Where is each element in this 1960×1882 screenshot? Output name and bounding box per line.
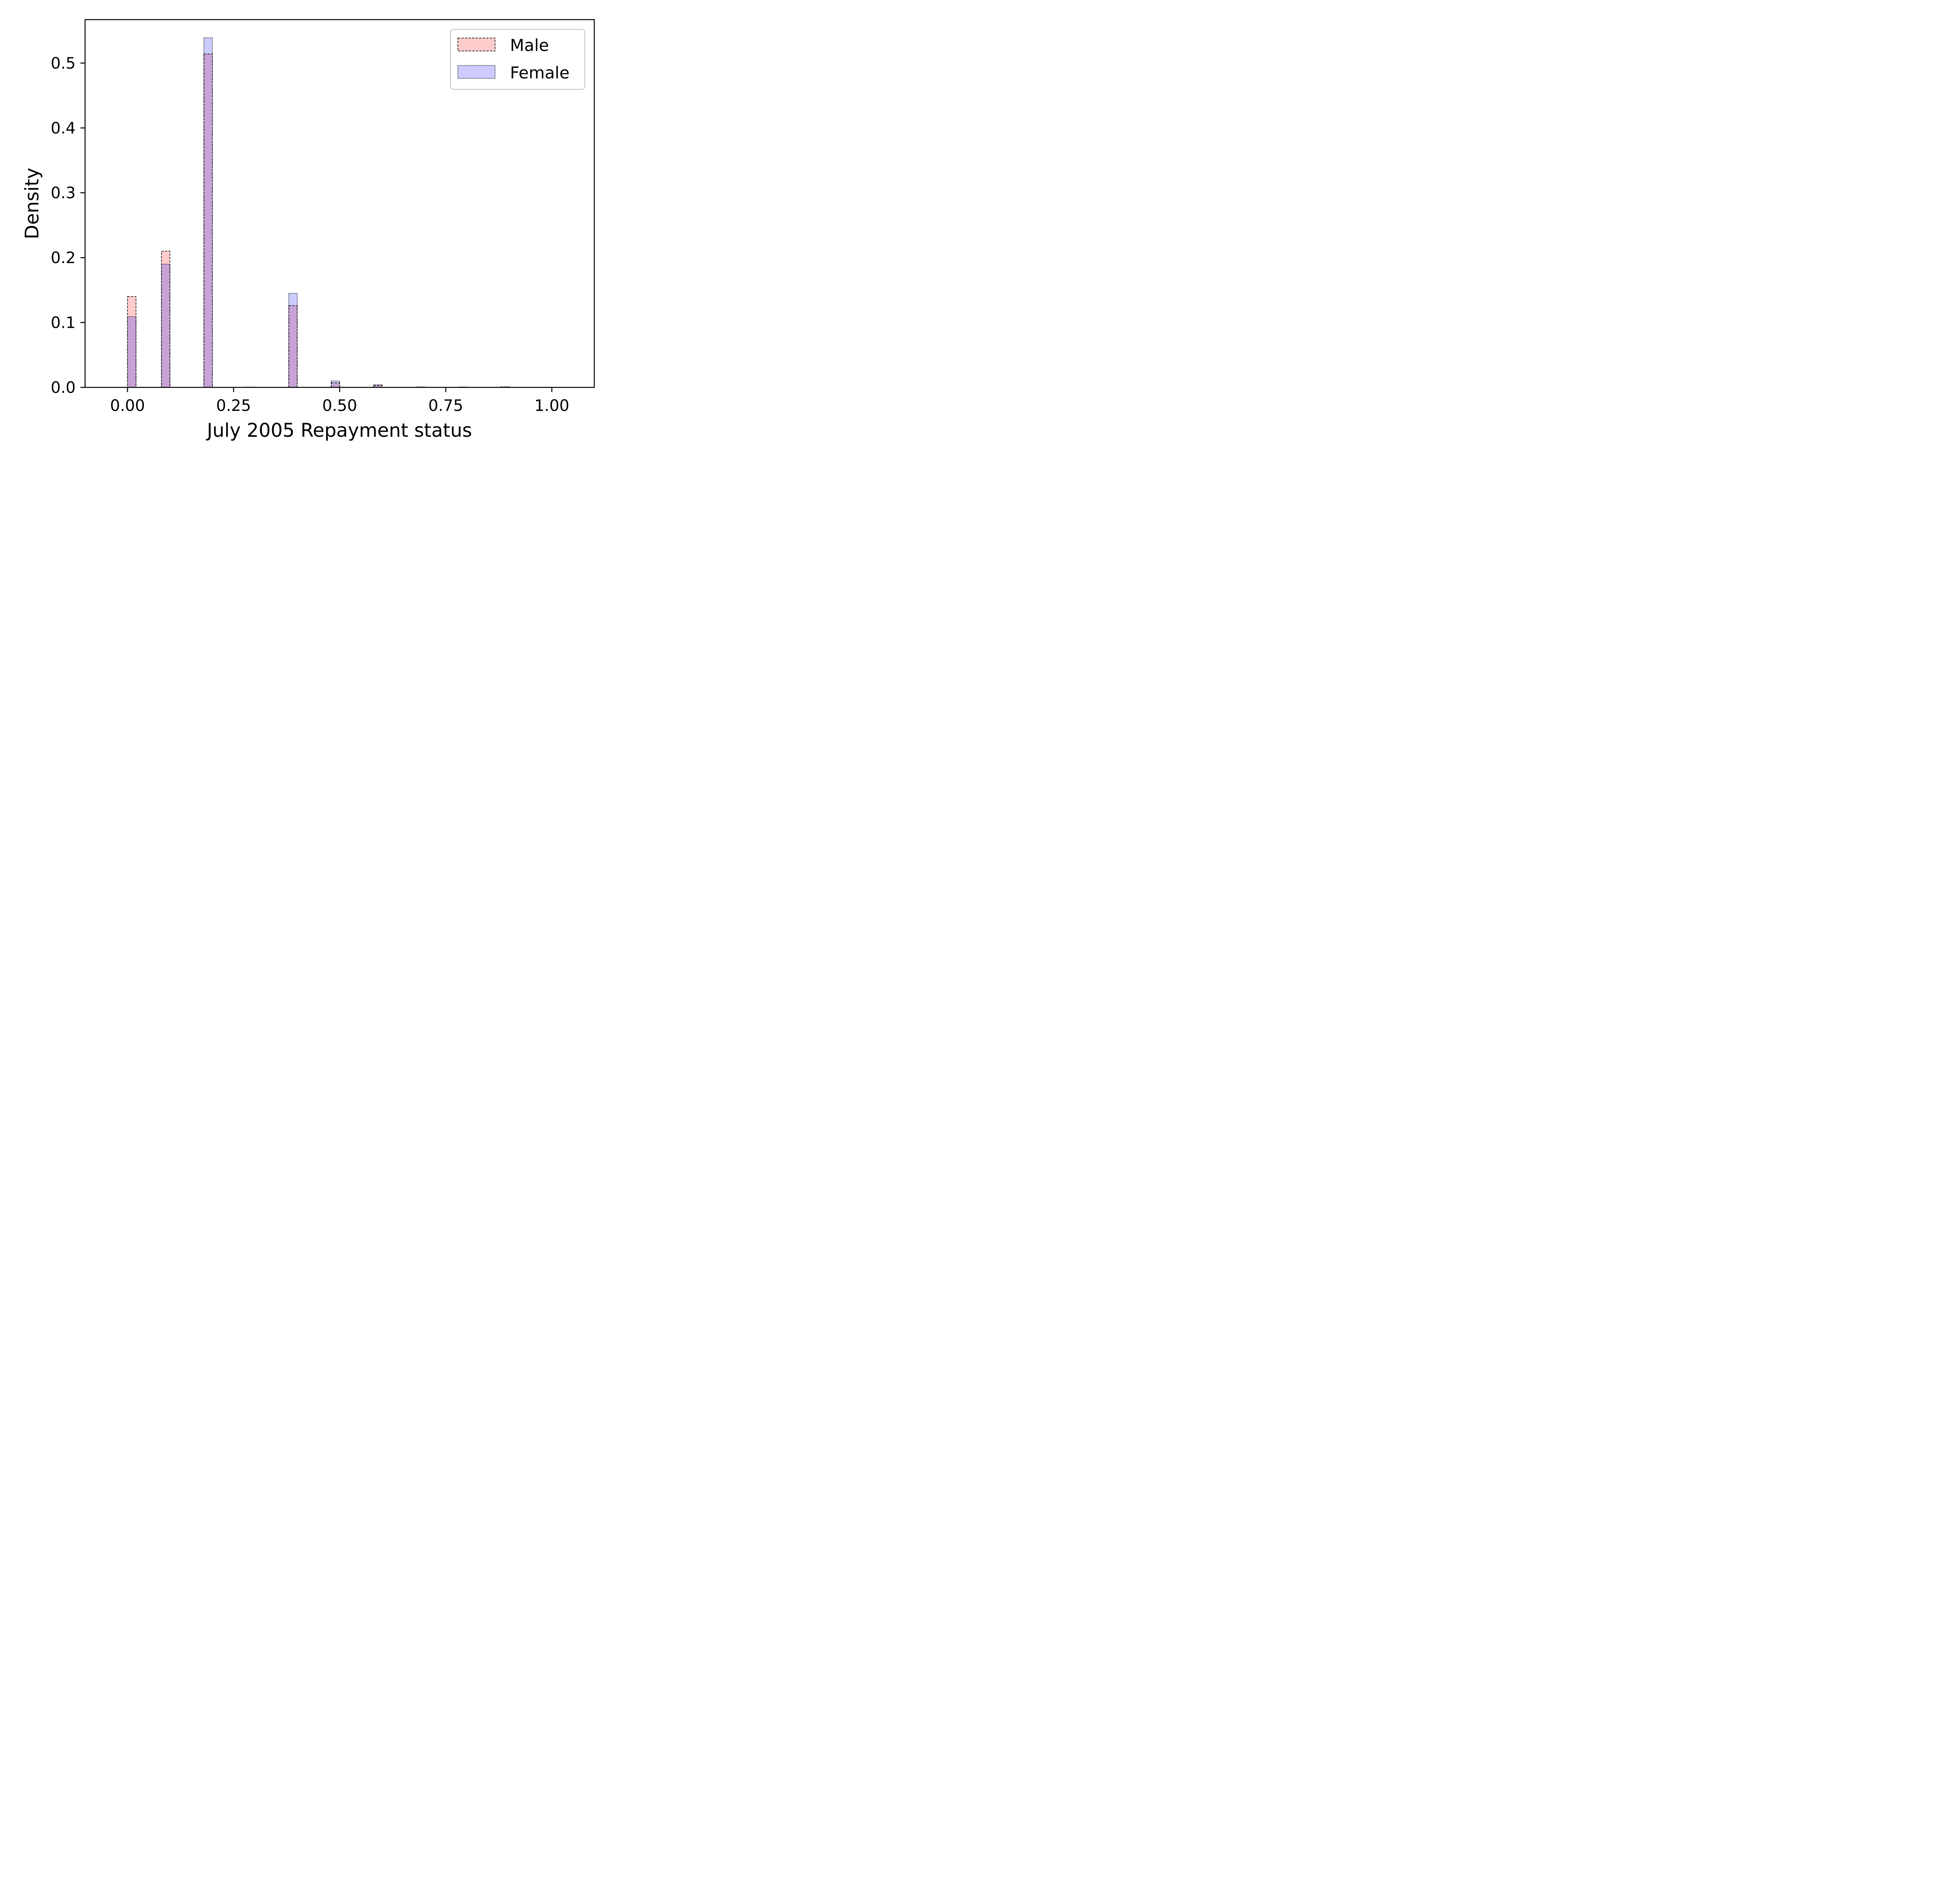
y-axis: 0.0 0.1 0.2 0.3 0.4 0.5 <box>51 54 85 397</box>
y-axis-label: Density <box>21 168 43 239</box>
x-axis-label: July 2005 Repayment status <box>206 420 472 441</box>
x-tick-label: 0.50 <box>322 397 357 415</box>
y-tick-label: 0.4 <box>51 119 76 137</box>
x-tick-label: 0.25 <box>216 397 251 415</box>
bar-male-0 <box>127 296 136 317</box>
bar-overlap-4 <box>289 305 298 387</box>
bar-male-1 <box>161 251 170 264</box>
bar-overlap-6 <box>374 385 382 387</box>
bar-overlap-1 <box>161 264 170 387</box>
y-tick-label: 0.5 <box>51 54 76 73</box>
bar-female-4 <box>289 293 298 306</box>
bars-layer <box>127 37 510 388</box>
bar-female-2 <box>204 38 212 54</box>
y-tick-label: 0.3 <box>51 184 76 202</box>
bar-overlap-0 <box>127 316 136 387</box>
x-tick-label: 1.00 <box>534 397 569 415</box>
x-axis: 0.00 0.25 0.50 0.75 1.00 <box>110 387 569 415</box>
legend-swatch-male <box>457 38 495 51</box>
legend-label-female: Female <box>510 63 570 82</box>
histogram-chart: 0.00 0.25 0.50 0.75 1.00 0.00.10.20.30.40.5 … <box>21 19 595 441</box>
x-tick-label: 0.00 <box>110 397 145 415</box>
bar-edge-male-4 <box>288 305 298 388</box>
x-tick-label: 0.75 <box>428 397 463 415</box>
bar-female-5 <box>331 381 340 383</box>
legend-label-male: Male <box>510 36 549 55</box>
y-tick-label: 0.1 <box>51 314 76 332</box>
bar-overlap-2 <box>204 54 212 387</box>
y-tick-label: 0.0 <box>51 379 76 397</box>
bar-edge-female-6 <box>373 384 383 388</box>
legend-swatch-female <box>457 65 495 79</box>
legend: Male Female <box>450 29 586 90</box>
bar-overlap-5 <box>331 383 340 387</box>
y-tick-label: 0.2 <box>51 249 76 267</box>
